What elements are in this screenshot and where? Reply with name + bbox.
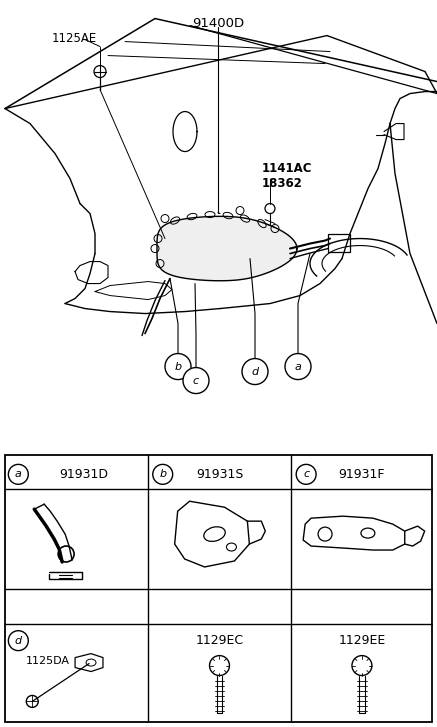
Text: c: c [193,376,199,385]
Text: a: a [295,361,302,371]
Circle shape [242,358,268,385]
Circle shape [285,353,311,379]
Text: d: d [251,366,259,377]
Bar [328,233,350,252]
Circle shape [165,353,191,379]
Text: 1125DA: 1125DA [26,656,70,666]
Text: a: a [15,470,22,479]
Text: 1141AC
18362: 1141AC 18362 [262,161,312,190]
Circle shape [183,368,209,393]
Text: 1129EC: 1129EC [195,634,243,647]
Text: 91931F: 91931F [339,468,385,481]
Text: d: d [15,635,22,646]
Text: 91931S: 91931S [196,468,243,481]
Text: b: b [174,361,181,371]
Text: 1125AE: 1125AE [52,31,97,44]
Text: 91400D: 91400D [192,17,244,30]
Text: b: b [159,470,166,479]
Polygon shape [157,217,297,281]
Text: 1129EE: 1129EE [338,634,385,647]
Text: 91931D: 91931D [59,468,108,481]
Text: c: c [303,470,309,479]
